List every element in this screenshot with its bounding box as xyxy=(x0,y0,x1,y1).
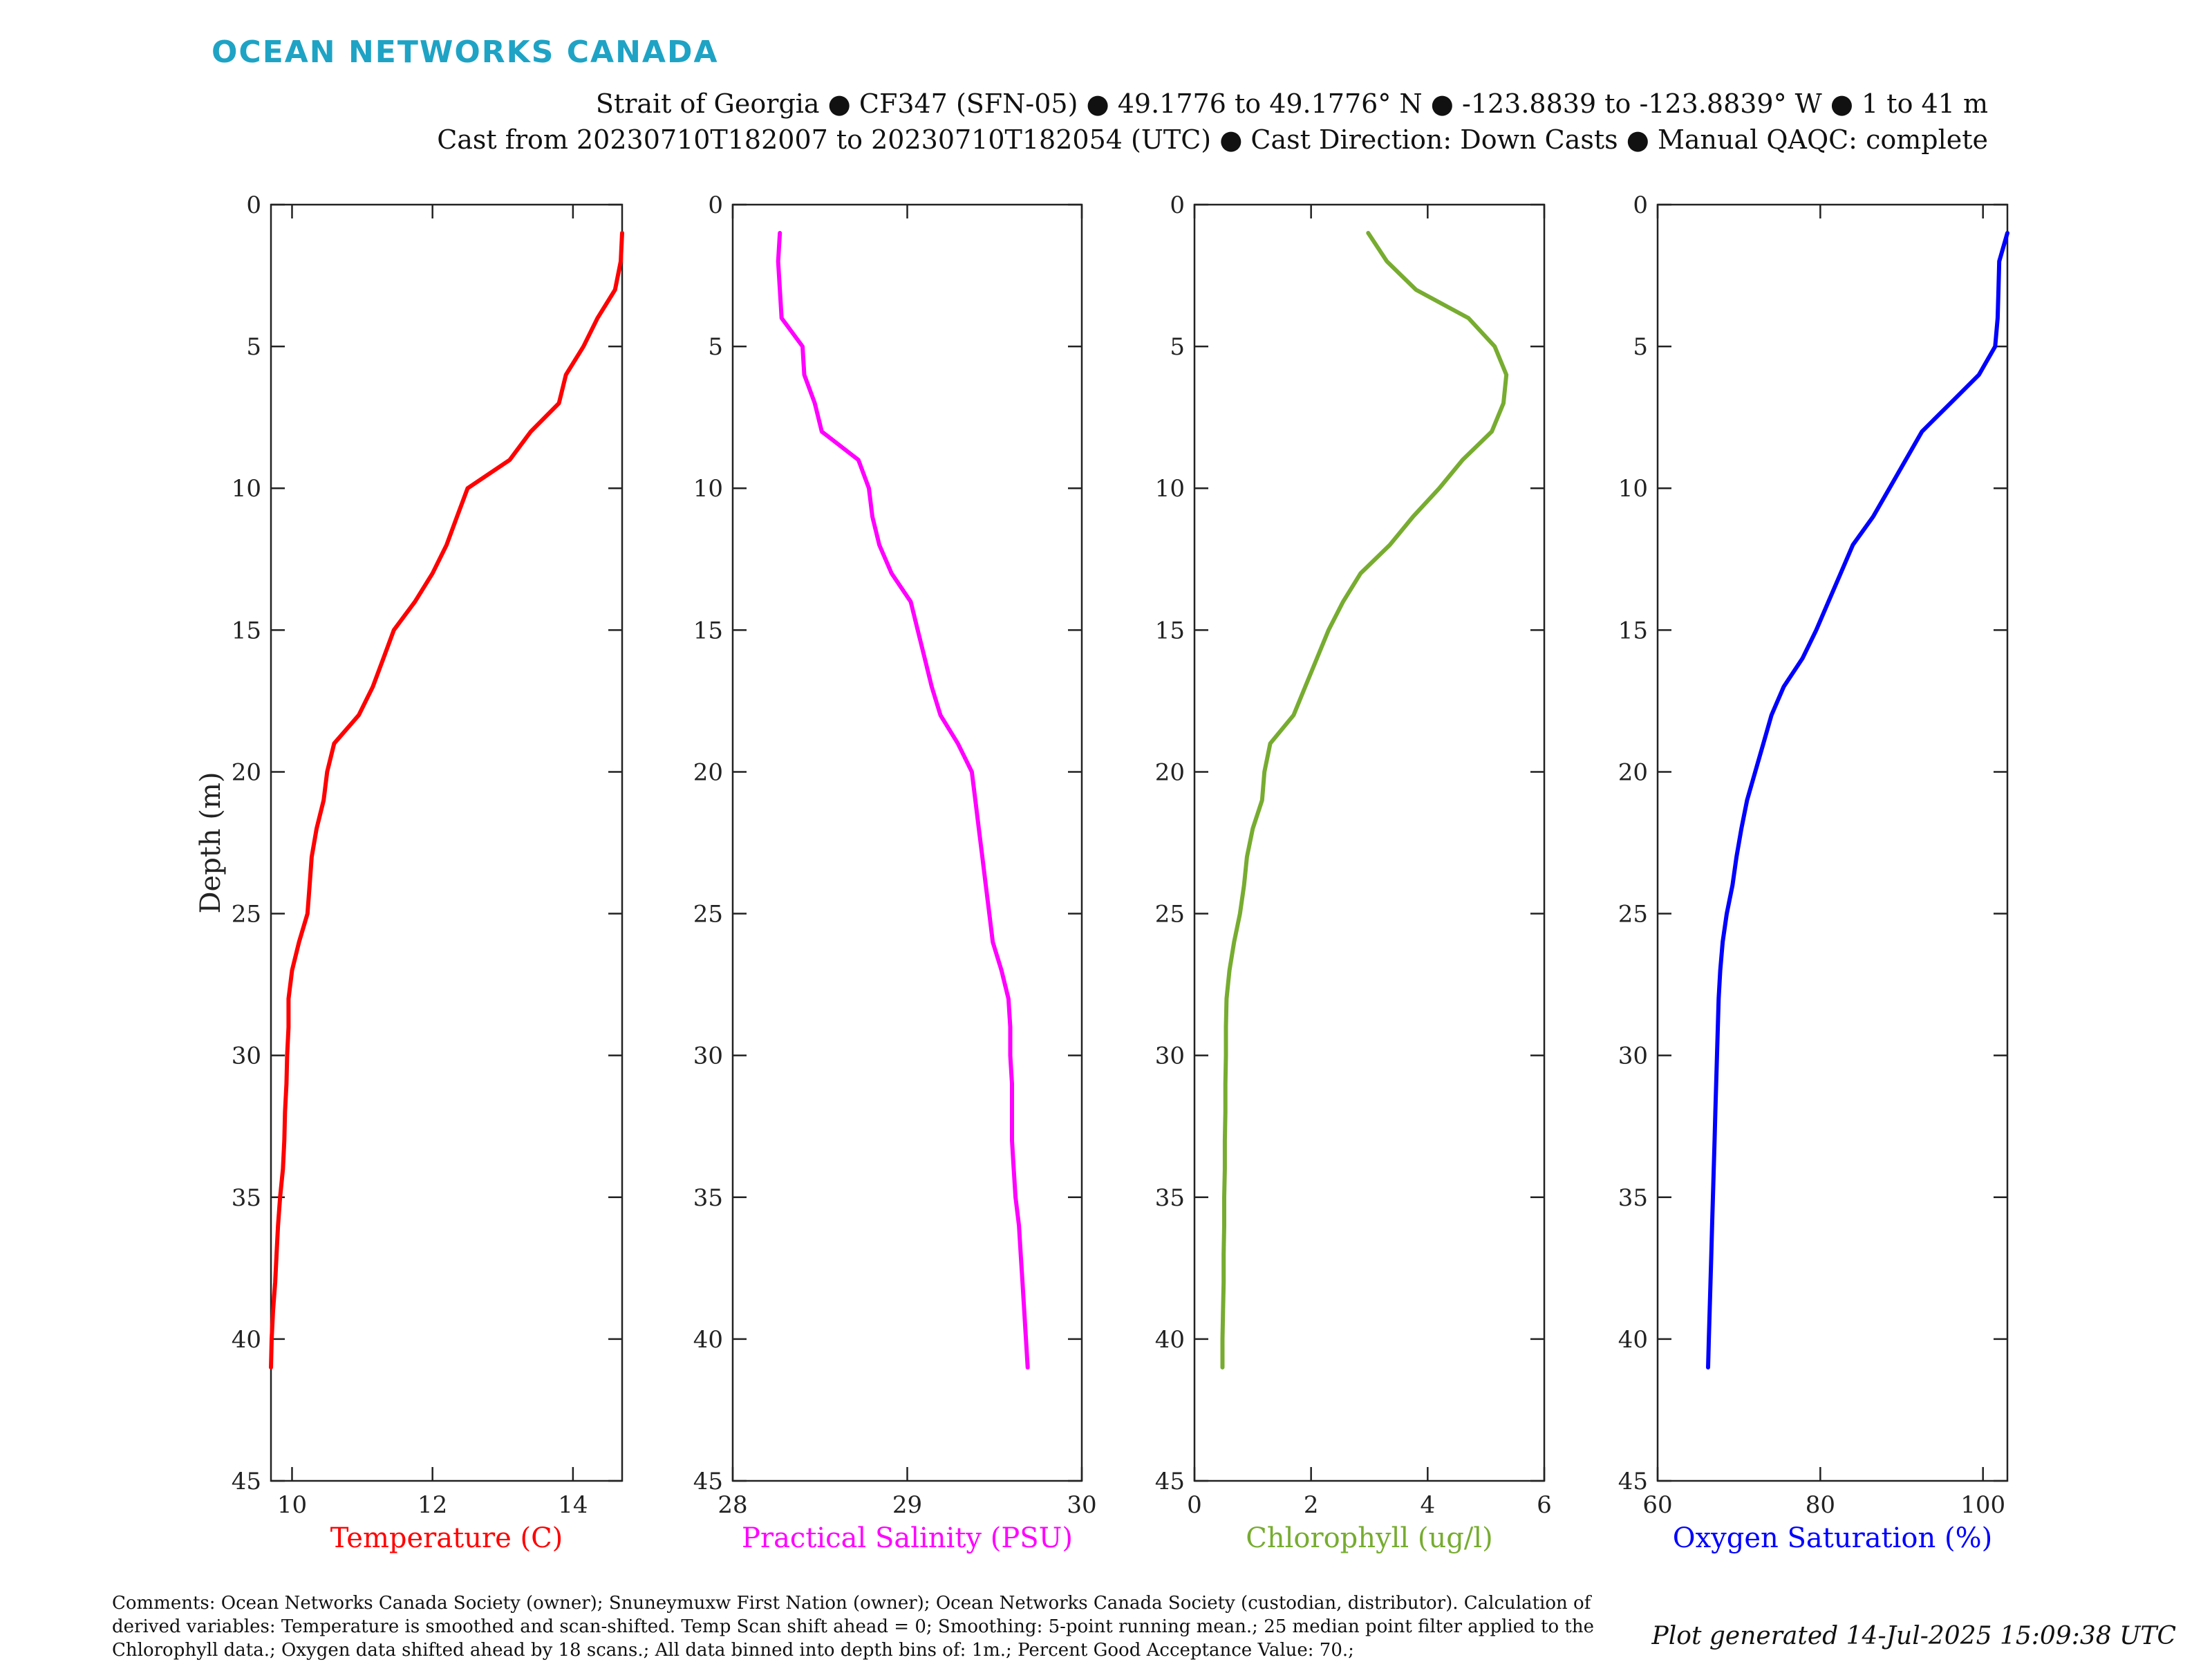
x-tick-label: 100 xyxy=(1960,1491,2005,1519)
x-tick-label: 14 xyxy=(558,1491,588,1519)
series-line-4 xyxy=(1706,231,2009,1370)
comments-text: Comments: Ocean Networks Canada Society … xyxy=(112,1593,1594,1661)
y-tick-label: 10 xyxy=(1155,475,1185,503)
y-tick-label: 35 xyxy=(232,1184,261,1212)
y-tick-label: 20 xyxy=(693,758,723,786)
y-tick-label: 0 xyxy=(1170,192,1185,219)
y-tick-label: 35 xyxy=(1155,1184,1185,1212)
x-tick-label: 12 xyxy=(418,1491,447,1519)
y-tick-label: 15 xyxy=(693,617,723,644)
y-tick-label: 5 xyxy=(1633,333,1648,361)
y-tick-label: 35 xyxy=(1618,1184,1648,1212)
y-tick-label: 40 xyxy=(693,1326,723,1354)
y-tick-label: 30 xyxy=(232,1043,261,1070)
y-tick-label: 0 xyxy=(246,192,261,219)
y-tick-label: 10 xyxy=(232,475,261,503)
y-tick-label: 45 xyxy=(1618,1468,1648,1495)
y-tick-label: 10 xyxy=(693,475,723,503)
y-tick-label: 40 xyxy=(232,1326,261,1354)
x-axis-label-2: Practical Salinity (PSU) xyxy=(742,1522,1073,1554)
axes-box-1 xyxy=(270,203,624,1482)
y-tick-label: 25 xyxy=(1618,901,1648,928)
x-tick-label: 29 xyxy=(892,1491,922,1519)
chart-title-line1: Strait of Georgia ● CF347 (SFN-05) ● 49.… xyxy=(595,88,1988,119)
x-tick-label: 4 xyxy=(1421,1491,1436,1519)
y-tick-label: 5 xyxy=(1170,333,1185,361)
x-tick-label: 80 xyxy=(1806,1491,1835,1519)
x-axis-label-3: Chlorophyll (ug/l) xyxy=(1246,1522,1493,1554)
chart-title-line2: Cast from 20230710T182007 to 20230710T18… xyxy=(437,124,1988,155)
y-tick-label: 45 xyxy=(693,1468,723,1495)
y-tick-label: 25 xyxy=(693,901,723,928)
series-line-2 xyxy=(776,231,1030,1370)
y-tick-label: 30 xyxy=(693,1043,723,1070)
y-axis-label: Depth (m) xyxy=(195,772,227,913)
x-axis-label-1: Temperature (C) xyxy=(330,1522,563,1554)
plot-generated-timestamp: Plot generated 14-Jul-2025 15:09:38 UTC xyxy=(1651,1622,2176,1650)
axes-box-4 xyxy=(1656,203,2009,1482)
x-tick-label: 0 xyxy=(1187,1491,1202,1519)
y-tick-label: 30 xyxy=(1155,1043,1185,1070)
x-tick-label: 2 xyxy=(1304,1491,1319,1519)
y-tick-label: 25 xyxy=(232,901,261,928)
y-tick-label: 35 xyxy=(693,1184,723,1212)
y-tick-label: 0 xyxy=(708,192,723,219)
y-tick-label: 15 xyxy=(1155,617,1185,644)
y-tick-label: 30 xyxy=(1618,1043,1648,1070)
y-tick-label: 0 xyxy=(1633,192,1648,219)
y-tick-label: 10 xyxy=(1618,475,1648,503)
y-tick-label: 5 xyxy=(246,333,261,361)
x-tick-label: 30 xyxy=(1067,1491,1096,1519)
brand-logo: OCEAN NETWORKS CANADA xyxy=(212,35,719,70)
x-tick-label: 6 xyxy=(1537,1491,1552,1519)
y-tick-label: 15 xyxy=(1618,617,1648,644)
y-tick-label: 25 xyxy=(1155,901,1185,928)
axes-box-2 xyxy=(731,203,1083,1482)
axes-box-3 xyxy=(1193,203,1546,1482)
series-line-3 xyxy=(1220,231,1509,1370)
y-tick-label: 45 xyxy=(1155,1468,1185,1495)
x-tick-label: 28 xyxy=(718,1491,747,1519)
x-tick-label: 10 xyxy=(277,1491,307,1519)
y-tick-label: 40 xyxy=(1155,1326,1185,1354)
y-tick-label: 5 xyxy=(708,333,723,361)
y-tick-label: 40 xyxy=(1618,1326,1648,1354)
x-tick-label: 60 xyxy=(1642,1491,1672,1519)
series-line-1 xyxy=(269,231,624,1370)
y-tick-label: 15 xyxy=(232,617,261,644)
y-tick-label: 20 xyxy=(1155,758,1185,786)
y-tick-label: 20 xyxy=(1618,758,1648,786)
y-tick-label: 20 xyxy=(232,758,261,786)
y-tick-label: 45 xyxy=(232,1468,261,1495)
x-axis-label-4: Oxygen Saturation (%) xyxy=(1673,1522,1992,1554)
